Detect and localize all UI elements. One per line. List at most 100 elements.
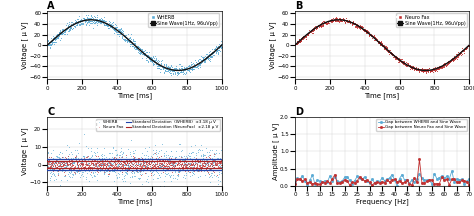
Point	[93, 22, 100, 25]
Point	[436, 65, 444, 69]
Point	[146, 161, 153, 165]
Point	[156, 67, 164, 70]
Point	[55, 167, 63, 170]
Point	[457, 51, 465, 55]
Point	[64, 172, 72, 176]
Point	[199, 164, 207, 168]
Point	[116, 27, 123, 31]
Point	[111, 166, 119, 169]
Point	[56, 160, 64, 164]
Point	[62, 160, 70, 163]
Point	[161, 166, 168, 169]
Point	[160, 72, 168, 75]
Point	[98, 18, 106, 21]
Point	[101, 21, 109, 25]
Point	[406, 64, 413, 68]
Point	[438, 65, 445, 68]
Point	[149, 160, 156, 163]
Point	[187, 165, 195, 169]
Point	[192, 161, 200, 165]
Point	[117, 26, 125, 30]
Point	[403, 63, 410, 66]
Point	[135, 168, 142, 172]
Point	[73, 170, 81, 173]
Point	[112, 162, 120, 166]
Point	[173, 67, 181, 71]
Point	[83, 160, 91, 163]
Point	[329, 16, 337, 20]
Point	[293, 40, 301, 44]
Point	[400, 62, 407, 66]
Point	[403, 65, 411, 68]
Point	[185, 164, 192, 168]
Point	[126, 159, 133, 162]
Point	[464, 44, 472, 48]
Point	[361, 28, 369, 31]
Point	[164, 70, 172, 73]
Point	[321, 20, 328, 24]
Point	[71, 24, 78, 28]
Point	[112, 164, 120, 168]
Point	[73, 160, 81, 164]
Point	[99, 20, 107, 23]
Point	[133, 46, 140, 49]
Point	[179, 165, 187, 168]
Point	[152, 57, 160, 60]
Point	[376, 40, 383, 44]
Point	[319, 22, 327, 26]
Point	[122, 171, 130, 174]
Point	[74, 164, 82, 167]
Point	[295, 40, 302, 43]
Point	[214, 48, 221, 52]
Point	[210, 159, 218, 163]
Point	[68, 161, 75, 164]
Point	[218, 40, 225, 43]
Point	[423, 68, 431, 71]
Point	[452, 54, 459, 58]
Point	[211, 48, 219, 51]
Point	[129, 168, 137, 172]
Point	[193, 167, 201, 171]
Point	[155, 62, 163, 66]
Point	[45, 161, 53, 164]
Point	[68, 27, 75, 30]
Point	[164, 66, 172, 69]
Point	[70, 160, 77, 164]
Point	[184, 67, 192, 70]
Point	[133, 167, 140, 170]
Point	[131, 47, 139, 51]
Point	[120, 164, 128, 167]
Point	[164, 158, 172, 162]
Gap between Neuro Fax and Sine Wave	[369, 184, 375, 187]
Point	[415, 68, 422, 71]
Point	[299, 35, 307, 39]
Point	[167, 64, 175, 67]
Point	[393, 57, 401, 60]
Point	[168, 165, 176, 168]
Point	[168, 65, 176, 69]
Point	[462, 48, 470, 51]
Point	[406, 66, 413, 69]
Point	[46, 46, 54, 49]
Point	[401, 61, 409, 65]
Point	[447, 60, 455, 63]
Point	[51, 37, 58, 40]
Point	[303, 32, 310, 35]
Point	[152, 59, 159, 63]
Point	[170, 166, 178, 170]
Point	[442, 61, 450, 65]
Point	[198, 163, 205, 167]
Point	[166, 162, 174, 165]
Point	[208, 50, 215, 54]
Point	[61, 28, 68, 32]
Point	[165, 162, 173, 166]
Point	[75, 14, 82, 17]
Point	[436, 66, 443, 69]
Point	[147, 159, 155, 163]
Point	[196, 169, 203, 173]
Gap between Neuro Fax and Sine Wave	[417, 158, 422, 161]
Point	[402, 60, 410, 64]
Point	[109, 158, 117, 161]
Point	[211, 159, 219, 163]
Point	[82, 162, 90, 166]
